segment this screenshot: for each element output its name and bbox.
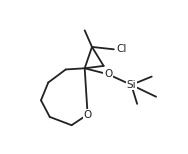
Text: Si: Si <box>127 80 136 90</box>
Text: Cl: Cl <box>117 44 127 54</box>
Text: O: O <box>104 69 112 79</box>
Text: O: O <box>83 109 92 120</box>
